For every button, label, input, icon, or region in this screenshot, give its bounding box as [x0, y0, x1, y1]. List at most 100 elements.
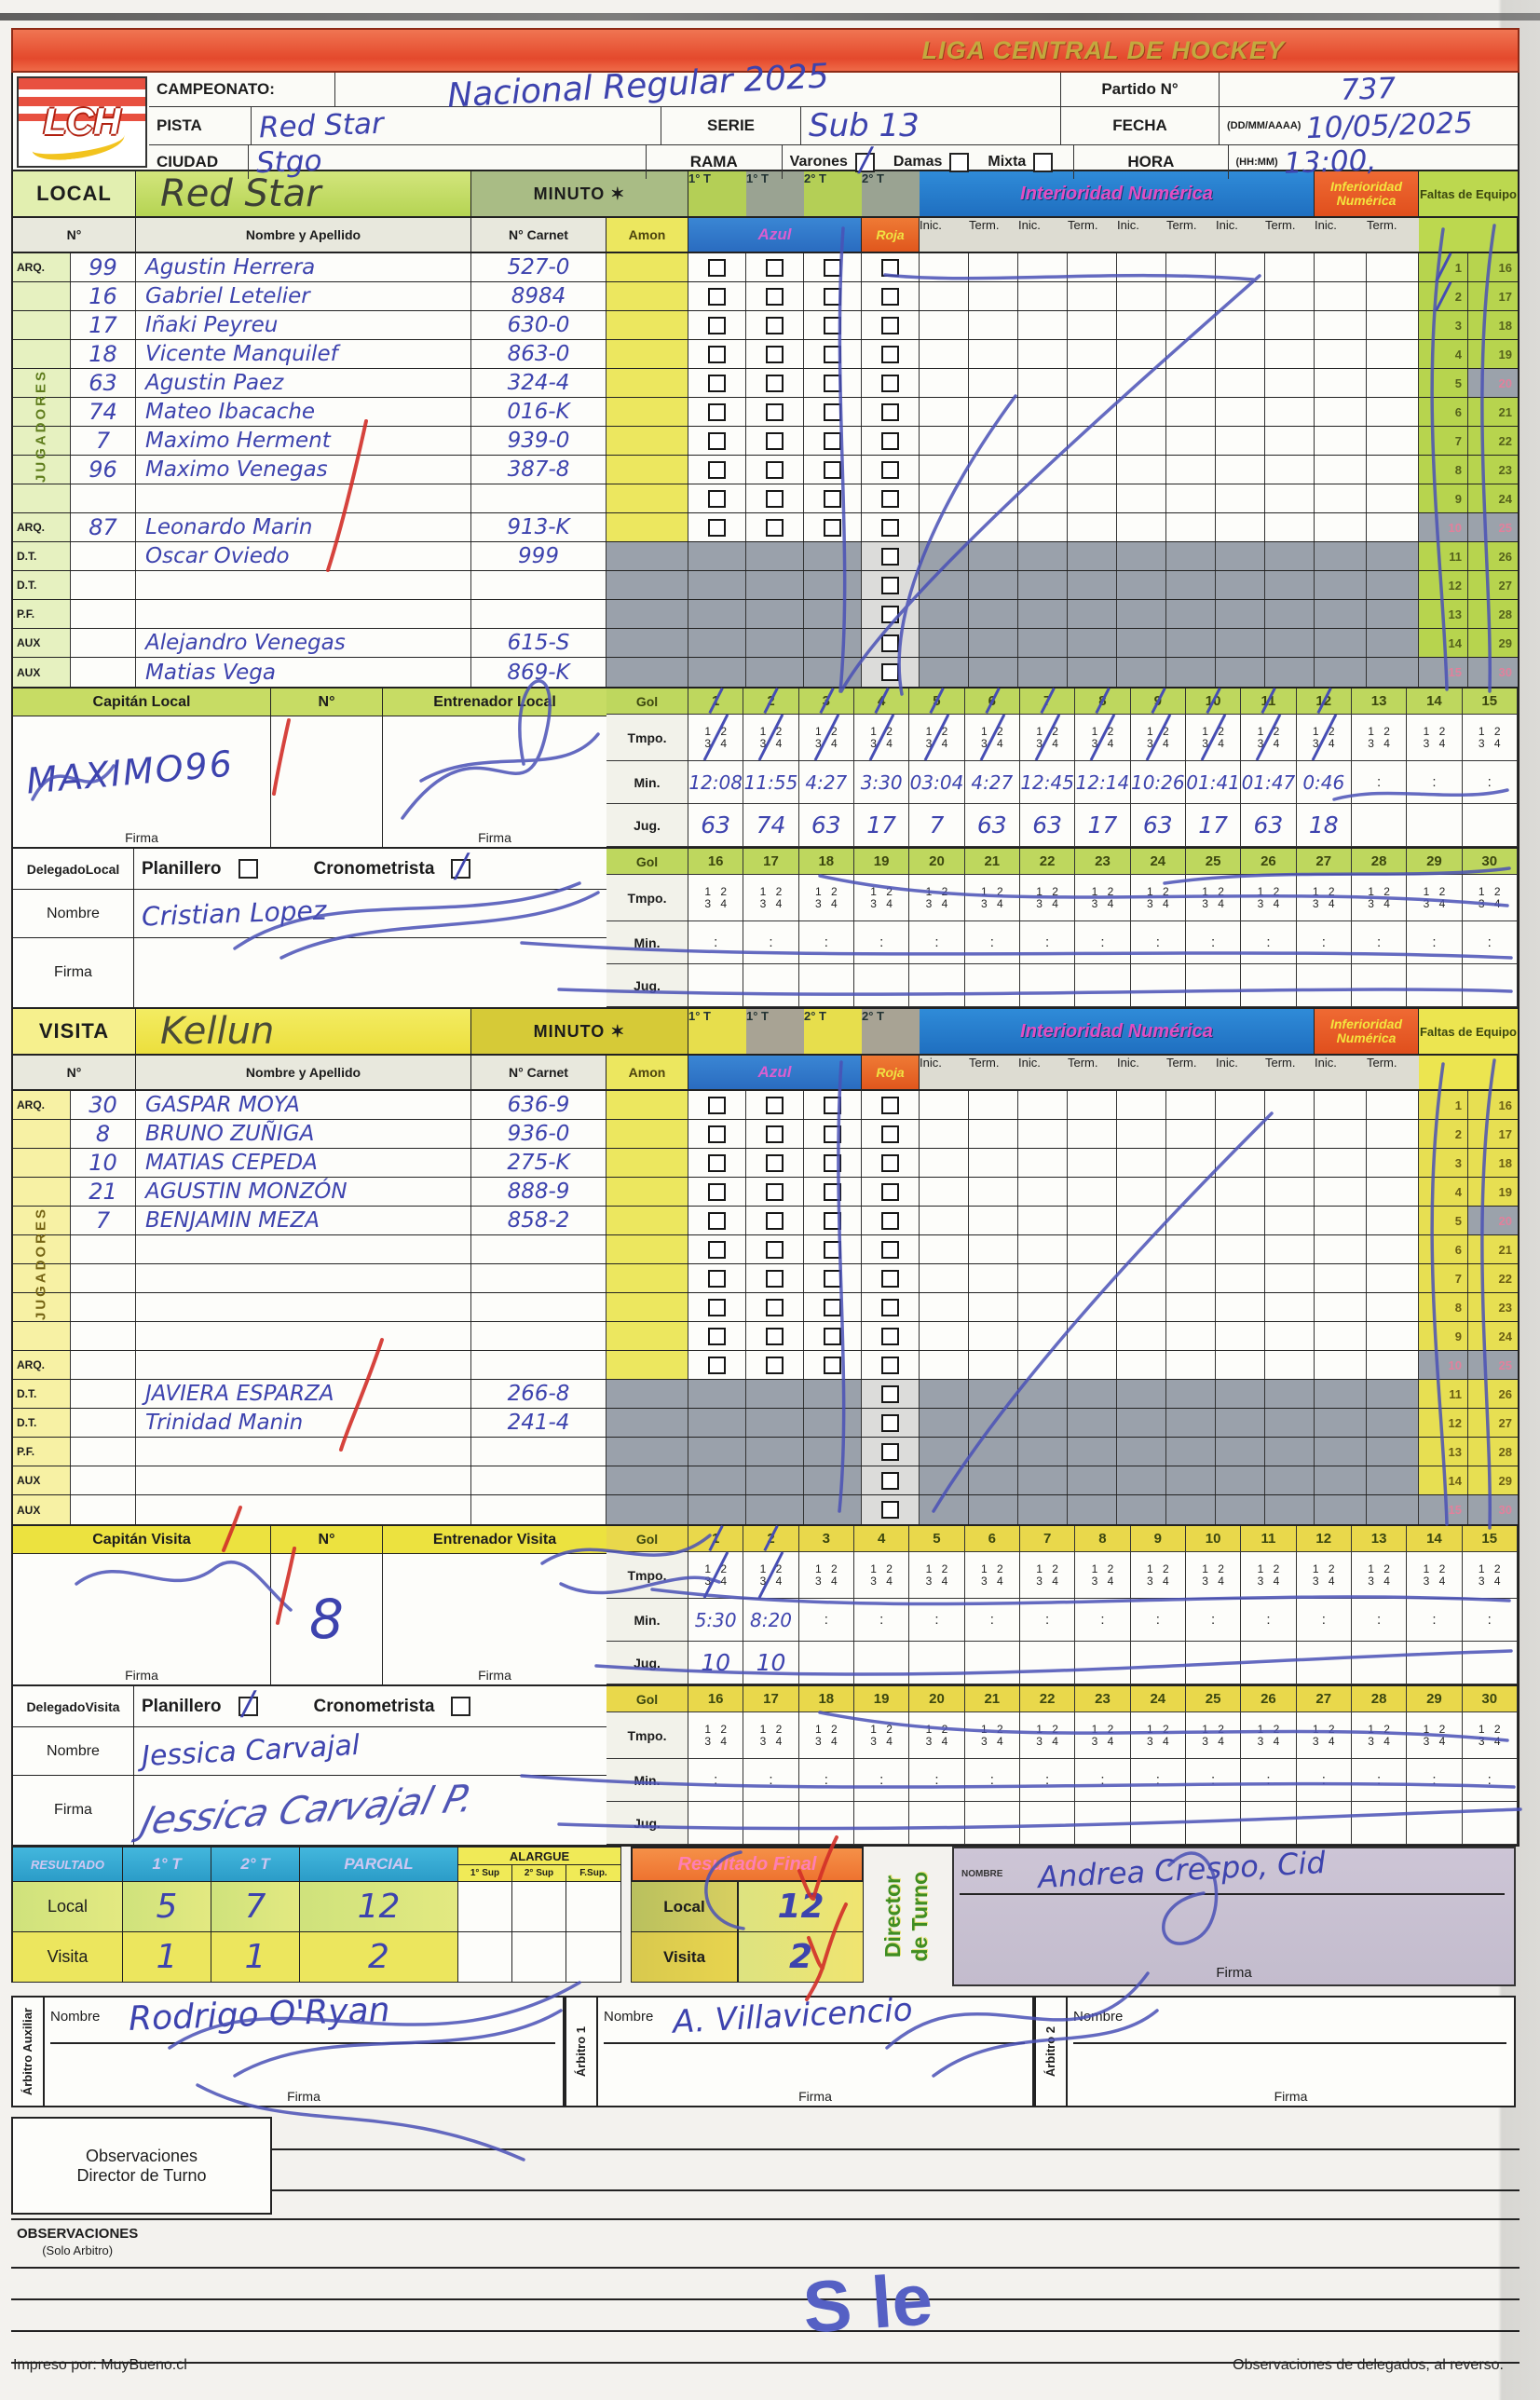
- period-checkbox: [824, 258, 841, 277]
- jug-cell: [1407, 1642, 1463, 1684]
- azul-checkbox-cell: [804, 1149, 862, 1177]
- interioridad-cell: [920, 282, 969, 310]
- azul-checkbox-cell: [746, 253, 804, 281]
- gol-number: 9: [1130, 1526, 1186, 1552]
- interioridad-cell: [920, 1149, 969, 1177]
- roja-checkbox-cell: [862, 1409, 920, 1437]
- league-banner: LIGA CENTRAL DE HOCKEY: [11, 28, 1520, 73]
- player-carnet: 527-0: [507, 255, 570, 280]
- falta-cell: 4: [1419, 340, 1468, 368]
- amon-cell: [606, 369, 688, 397]
- period-checkbox: [766, 1153, 784, 1172]
- interioridad-cell: [920, 1495, 969, 1524]
- azul-checkbox-cell: [746, 1351, 804, 1379]
- interioridad-cell: [920, 1380, 969, 1408]
- firma-caption: Firma: [287, 2089, 320, 2104]
- roja-checkbox-cell: [862, 629, 920, 657]
- player-name: BRUNO ZUÑIGA: [145, 1122, 315, 1146]
- visita-goals-block: Capitán Visita N° Entrenador Visita Firm…: [11, 1526, 1520, 1686]
- jug-cell: [1296, 1642, 1352, 1684]
- player-name: Leonardo Marin: [145, 515, 313, 539]
- jug-cell: [743, 1802, 799, 1845]
- period-checkbox: [708, 402, 726, 421]
- jug-cell: [1351, 804, 1408, 847]
- min-cell: :: [909, 921, 965, 964]
- period-checkbox: [881, 1471, 899, 1490]
- arbitro-observacion-scribble: S le: [800, 2257, 935, 2349]
- gol-number: 22: [1019, 1686, 1076, 1712]
- gol-number: 28: [1351, 849, 1408, 875]
- falta-cell: 19: [1468, 1178, 1518, 1206]
- arbitro-2-label: Árbitro 2: [1034, 1996, 1066, 2107]
- falta-cell: 17: [1468, 1120, 1518, 1148]
- period-checkbox: [881, 663, 899, 681]
- player-number: 10: [89, 1150, 117, 1176]
- amon-cell: [606, 1409, 688, 1437]
- delegado-local-label: Delegado Local: [13, 849, 134, 889]
- min-cell: :: [1019, 1759, 1076, 1802]
- player-carnet: 630-0: [507, 313, 570, 337]
- jug-cell: [1185, 1802, 1242, 1845]
- gol-number: 11: [1241, 1526, 1297, 1552]
- period-checkbox: [708, 287, 726, 306]
- period-checkbox: [708, 1153, 726, 1172]
- jug-cell: [909, 1642, 965, 1684]
- roster-row: 8 23: [13, 1293, 1518, 1322]
- roster-row: ARQ. 30 GASPAR MOYA 636-9 1 16: [13, 1091, 1518, 1120]
- azul-checkbox-cell: [804, 1495, 862, 1524]
- interioridad-cell: [920, 1466, 969, 1494]
- falta-cell: 18: [1468, 311, 1518, 339]
- local-2t-score: 7: [244, 1888, 266, 1926]
- period-checkbox: [708, 518, 726, 537]
- falta-cell: 28: [1468, 600, 1518, 628]
- row-role: AUX: [13, 1495, 71, 1524]
- falta-cell: 26: [1468, 542, 1518, 570]
- period-checkbox: [708, 1240, 726, 1259]
- gol-number: 21: [964, 849, 1020, 875]
- azul-checkbox-cell: [688, 282, 746, 310]
- gol-number: 16: [688, 1686, 744, 1712]
- row-role: ARQ.: [13, 513, 71, 541]
- roster-row: 16 Gabriel Letelier 8984 2 17: [13, 282, 1518, 311]
- falta-cell: 14: [1419, 1466, 1468, 1494]
- inferioridad-cell: [1315, 571, 1367, 599]
- falta-cell: 6: [1419, 1235, 1468, 1263]
- planillero-label: Planillero: [142, 858, 222, 879]
- gol-number: 27: [1296, 1686, 1352, 1712]
- gol-number: 14: [1407, 1526, 1463, 1552]
- amon-cell: [606, 600, 688, 628]
- falta-cell: 22: [1468, 1264, 1518, 1292]
- period-checkbox: [708, 1269, 726, 1288]
- row-role: P.F.: [13, 600, 71, 628]
- roja-checkbox-cell: [862, 1264, 920, 1292]
- gol-number: 29: [1407, 849, 1463, 875]
- falta-cell: 19: [1468, 340, 1518, 368]
- roja-checkbox-cell: [862, 282, 920, 310]
- period-checkbox: [881, 1182, 899, 1201]
- jug-cell: [688, 1802, 744, 1845]
- roster-row: D.T. Trinidad Manin 241-4 12 27: [13, 1409, 1518, 1438]
- gol-number: 15: [1462, 1526, 1518, 1552]
- local-band: LOCAL Red Star MINUTO ✶ 1° T 1° T 2° T 2° T…: [11, 171, 1520, 218]
- player-carnet: 241-4: [507, 1411, 570, 1435]
- amon-cell: [606, 1293, 688, 1321]
- min-cell: :: [1462, 1599, 1518, 1642]
- jug-cell: 17: [1075, 804, 1131, 847]
- azul-checkbox-cell: [746, 600, 804, 628]
- roja-checkbox-cell: [862, 1235, 920, 1263]
- player-carnet: 863-0: [507, 342, 570, 366]
- azul-checkbox-cell: [746, 513, 804, 541]
- min-cell: :: [1019, 921, 1076, 964]
- falta-cell: 16: [1468, 1091, 1518, 1119]
- period-checkbox: [708, 1327, 726, 1345]
